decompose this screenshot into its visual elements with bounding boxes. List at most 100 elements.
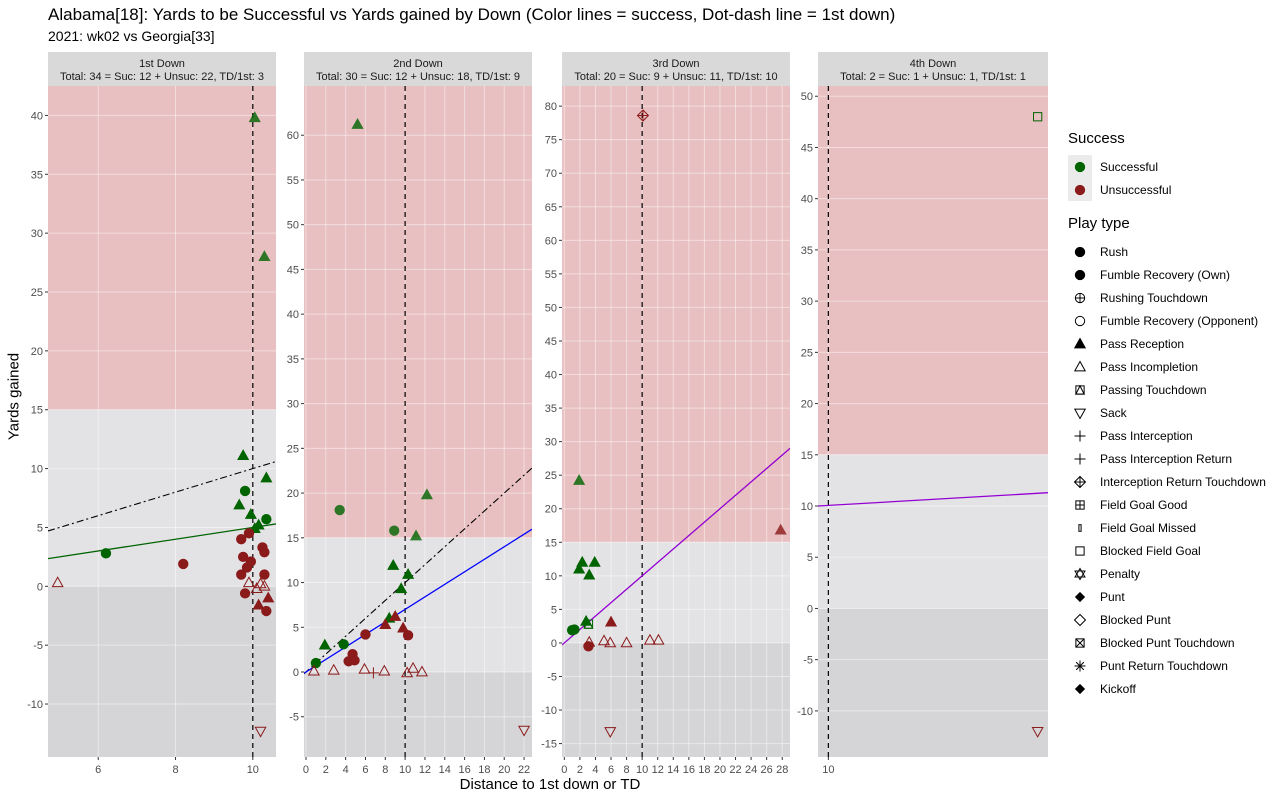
legend-success-group: Success Successful Unsuccessful <box>1068 130 1278 201</box>
facet-strip-subtitle: Total: 20 = Suc: 9 + Unsuc: 11, TD/1st: … <box>574 71 777 83</box>
unsuccessful-play-point <box>397 621 410 633</box>
unsuccessful-play-point <box>415 665 429 677</box>
successful-play-point <box>258 250 271 262</box>
circle-open-icon <box>1074 315 1086 326</box>
legend-label: Penalty <box>1100 566 1141 581</box>
y-tick-label: 20 <box>287 488 299 500</box>
successful-play-point <box>248 111 261 123</box>
legend-label: Unsuccessful <box>1100 182 1172 197</box>
legend-marker <box>1074 246 1086 257</box>
x-tick-label: 12 <box>419 764 431 776</box>
data-points <box>307 117 531 737</box>
successful-play-point <box>389 525 400 536</box>
x-tick-label: 20 <box>714 764 726 776</box>
bar-icon <box>1078 523 1082 532</box>
legend-key <box>1068 447 1092 470</box>
y-tick-label: -5 <box>803 655 813 667</box>
y-tick-label: 10 <box>545 571 557 583</box>
unsuccessful-play-point <box>250 582 263 594</box>
x-tick-label: 6 <box>608 764 614 776</box>
legend-marker <box>1074 591 1086 602</box>
unsuccessful-play-point <box>236 534 247 545</box>
legend-marker <box>1074 660 1086 671</box>
x-tick-label: 10 <box>247 764 259 776</box>
x-tick-label: 2 <box>577 764 583 776</box>
y-axis: -10 -5 0 5 10 15 20 25 30 35 40 45 50 <box>797 91 818 718</box>
x-tick-label: 6 <box>362 764 368 776</box>
legend-marker <box>1073 408 1087 420</box>
diamond-open-icon <box>1073 613 1087 626</box>
legend-label: Pass Interception <box>1100 428 1193 443</box>
legend-playtype-item: Blocked Punt Touchdown <box>1068 631 1278 654</box>
x-tick-label: 4 <box>592 764 598 776</box>
legend-playtype-item: Rush <box>1068 240 1278 263</box>
legend-marker <box>1074 269 1086 280</box>
y-tick-label: 10 <box>801 501 813 513</box>
facet-strip <box>818 52 1048 86</box>
x-tick-label: 0 <box>303 764 309 776</box>
success-zone <box>48 86 276 410</box>
plus-icon <box>1074 430 1086 441</box>
successful-play-point <box>338 639 349 650</box>
legend-marker <box>1074 453 1086 464</box>
successful-play-point <box>261 514 272 525</box>
unsuccessful-play-point <box>242 576 256 588</box>
successful-play-point <box>395 582 408 594</box>
legend-key <box>1068 378 1092 401</box>
y-tick-label: 25 <box>31 287 43 299</box>
legend-key <box>1068 401 1092 424</box>
successful-play-point <box>310 657 322 669</box>
x-tick-label: 14 <box>667 764 679 776</box>
successful-play-point <box>573 474 586 485</box>
successful-play-point <box>351 117 364 129</box>
square-x-icon <box>1075 637 1085 648</box>
successful-play-point <box>244 507 257 519</box>
facet-strip-title: 3rd Down <box>652 58 699 70</box>
star-david-icon <box>1074 567 1086 580</box>
unsuccessful-play-point <box>604 615 618 627</box>
unsuccessful-play-point <box>643 633 657 645</box>
triangle-down-open-icon <box>1073 408 1087 420</box>
unsuccessful-play-point <box>261 605 272 617</box>
legend: Success Successful Unsuccessful Play type… <box>1068 130 1278 714</box>
facet-strip <box>48 52 276 86</box>
x-tick-label: 16 <box>458 764 470 776</box>
y-tick-label: 15 <box>801 450 813 462</box>
legend-playtype-item: Field Goal Good <box>1068 493 1278 516</box>
legend-label: Pass Interception Return <box>1100 451 1233 466</box>
y-tick-label: 30 <box>287 399 299 411</box>
successful-play-point <box>239 485 251 497</box>
y-axis-label-wrap: Yards gained <box>2 330 26 470</box>
x-tick-label: 8 <box>624 764 630 776</box>
plot-area <box>304 86 532 757</box>
unsuccessful-play-point <box>51 576 64 588</box>
unsuccessful-play-point <box>178 558 189 570</box>
y-tick-label: 45 <box>545 336 557 348</box>
y-tick-label: 25 <box>287 443 299 455</box>
unsuccessful-play-point <box>360 629 371 640</box>
plot-area <box>562 86 790 757</box>
y-tick-label: 10 <box>287 578 299 590</box>
y-tick-label: 20 <box>801 399 813 411</box>
x-tick-label: 8 <box>382 764 388 776</box>
y-tick-label: 25 <box>801 347 813 359</box>
legend-key <box>1068 585 1092 608</box>
successful-play-point <box>387 559 400 570</box>
y-tick-label: 65 <box>545 202 557 214</box>
legend-key <box>1068 240 1092 263</box>
legend-playtype-title: Play type <box>1068 215 1130 232</box>
x-tick-label: 24 <box>745 764 757 776</box>
legend-marker <box>1073 359 1087 371</box>
x-tick-label: 28 <box>776 764 788 776</box>
legend-marker <box>1074 184 1086 195</box>
legend-marker <box>1073 613 1087 626</box>
circle-filled-icon <box>1074 269 1086 280</box>
plot-area <box>48 86 276 757</box>
unsuccessful-play-point <box>252 598 265 610</box>
legend-label: Fumble Recovery (Own) <box>1100 267 1231 282</box>
legend-playtype-item: Blocked Punt <box>1068 608 1278 631</box>
y-tick-label: 20 <box>31 346 43 358</box>
square-open-icon <box>1075 545 1085 556</box>
y-tick-label: 35 <box>801 245 813 257</box>
